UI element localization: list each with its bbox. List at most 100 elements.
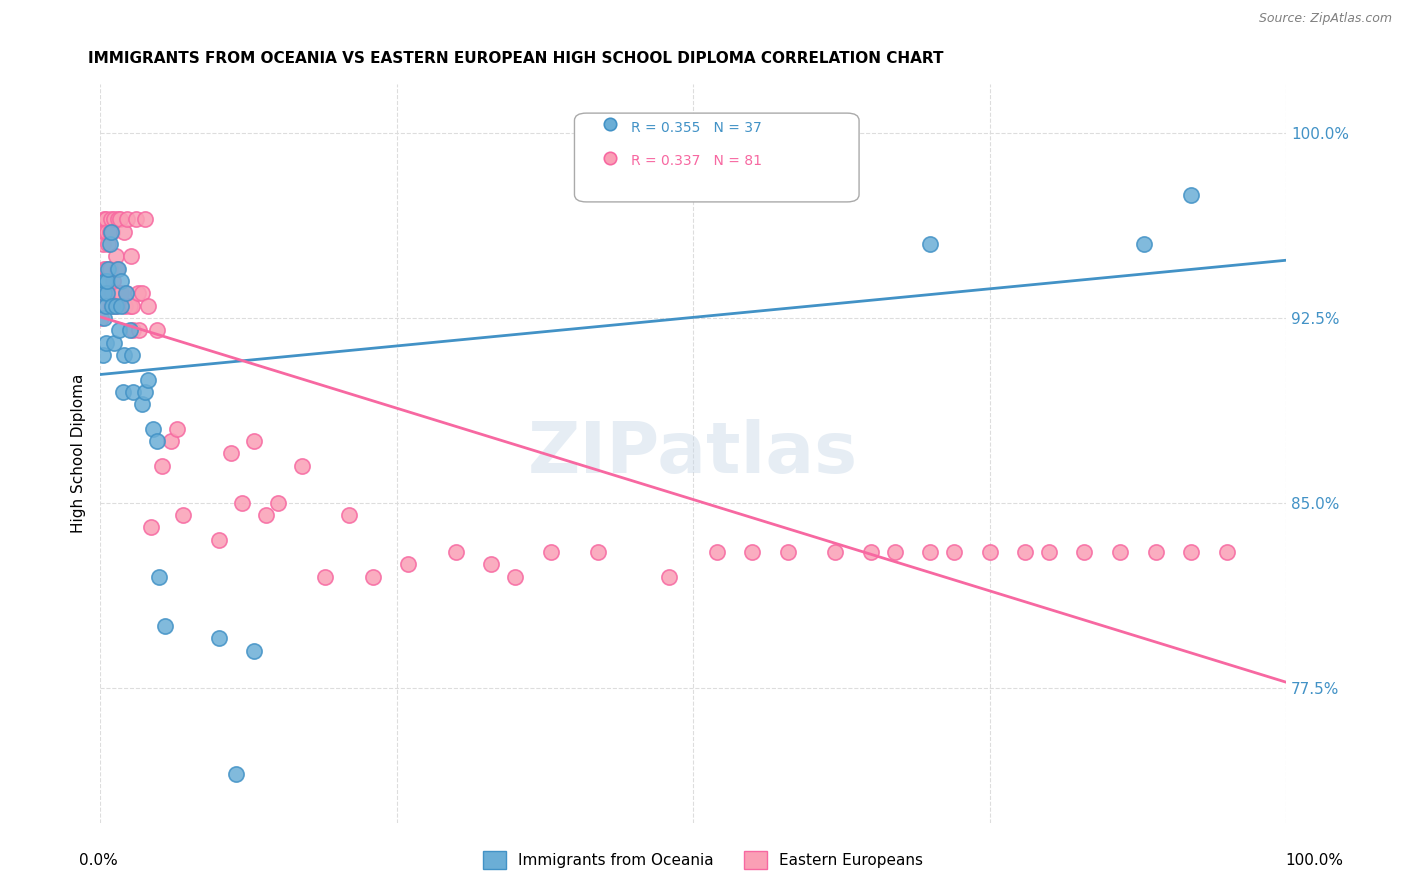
Point xyxy=(150,458,173,473)
Point xyxy=(231,496,253,510)
Point xyxy=(114,298,136,312)
Point xyxy=(91,286,114,301)
Point xyxy=(96,286,118,301)
Y-axis label: High School Diploma: High School Diploma xyxy=(72,374,86,533)
Point xyxy=(122,323,145,337)
Point xyxy=(219,446,242,460)
Point xyxy=(1144,545,1167,559)
Point xyxy=(104,249,127,263)
Point xyxy=(98,261,121,276)
Point xyxy=(94,335,117,350)
Point xyxy=(942,545,965,559)
Point xyxy=(131,286,153,301)
Point xyxy=(125,212,148,227)
Text: 100.0%: 100.0% xyxy=(1285,854,1344,868)
Point xyxy=(97,236,120,251)
Point xyxy=(105,261,128,276)
Point xyxy=(1038,545,1060,559)
Point xyxy=(824,545,846,559)
Point xyxy=(118,298,141,312)
Point xyxy=(128,323,150,337)
Point xyxy=(208,632,231,646)
Point xyxy=(108,286,131,301)
Point xyxy=(1180,545,1202,559)
Point xyxy=(859,545,882,559)
Point xyxy=(139,520,162,534)
Point xyxy=(94,212,117,227)
Text: IMMIGRANTS FROM OCEANIA VS EASTERN EUROPEAN HIGH SCHOOL DIPLOMA CORRELATION CHAR: IMMIGRANTS FROM OCEANIA VS EASTERN EUROP… xyxy=(89,51,943,66)
Point xyxy=(1132,236,1154,251)
Point xyxy=(1180,187,1202,202)
Point xyxy=(243,644,266,658)
Point xyxy=(110,286,132,301)
Point xyxy=(104,298,127,312)
Point xyxy=(110,212,132,227)
Text: R = 0.337   N = 81: R = 0.337 N = 81 xyxy=(631,154,762,169)
Point xyxy=(599,372,621,386)
Point xyxy=(267,496,290,510)
Point xyxy=(136,372,159,386)
Point xyxy=(103,335,125,350)
Point xyxy=(1014,545,1036,559)
Point xyxy=(118,323,141,337)
Point xyxy=(361,570,384,584)
Point xyxy=(398,558,420,572)
Point xyxy=(100,298,122,312)
Point xyxy=(122,384,145,399)
Point xyxy=(117,212,139,227)
Point xyxy=(115,286,138,301)
Point xyxy=(100,225,122,239)
Point xyxy=(94,261,117,276)
Point xyxy=(599,261,621,276)
Point xyxy=(111,384,134,399)
Point xyxy=(131,397,153,411)
Point xyxy=(540,545,562,559)
Point xyxy=(93,212,115,227)
Point xyxy=(101,274,124,288)
Point xyxy=(920,236,942,251)
Point xyxy=(97,286,120,301)
Point xyxy=(920,545,942,559)
Point xyxy=(148,570,170,584)
Point xyxy=(97,261,120,276)
Point xyxy=(94,274,117,288)
Point xyxy=(208,533,231,547)
Point xyxy=(146,434,169,449)
Point xyxy=(146,323,169,337)
Point xyxy=(586,545,609,559)
Point xyxy=(98,236,121,251)
Point xyxy=(142,422,165,436)
Point xyxy=(93,286,115,301)
Point xyxy=(444,545,467,559)
Point xyxy=(243,434,266,449)
Point xyxy=(883,545,905,559)
Point xyxy=(100,212,122,227)
Point xyxy=(172,508,194,523)
Point xyxy=(1073,545,1095,559)
Point xyxy=(291,458,314,473)
Point xyxy=(104,298,127,312)
Point xyxy=(94,225,117,239)
Point xyxy=(658,570,681,584)
Point xyxy=(134,212,156,227)
Point xyxy=(706,545,728,559)
Point xyxy=(90,310,112,325)
Point xyxy=(93,310,115,325)
Point xyxy=(1109,545,1132,559)
Point xyxy=(98,225,121,239)
Point xyxy=(337,508,360,523)
Point xyxy=(103,212,125,227)
Point xyxy=(107,261,129,276)
Point xyxy=(776,545,799,559)
Point xyxy=(741,545,763,559)
Text: 0.0%: 0.0% xyxy=(79,854,118,868)
Point xyxy=(91,348,114,362)
Point xyxy=(481,558,503,572)
Point xyxy=(979,545,1001,559)
Point xyxy=(96,274,118,288)
Point xyxy=(134,384,156,399)
Point xyxy=(112,348,135,362)
Point xyxy=(121,298,143,312)
Point xyxy=(160,434,183,449)
Point xyxy=(110,298,132,312)
